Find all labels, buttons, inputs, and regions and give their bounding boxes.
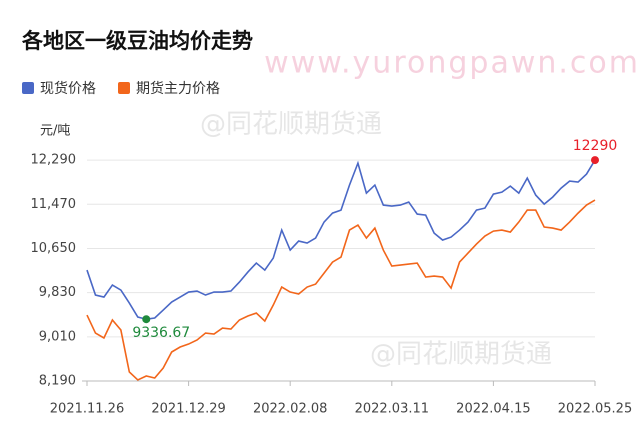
- x-tick-label: 2022.02.08: [253, 402, 327, 417]
- y-tick-label: 12,290: [31, 153, 77, 168]
- chart-title: 各地区一级豆油均价走势: [21, 29, 253, 53]
- min-label: 9336.67: [132, 325, 190, 341]
- y-tick-label: 9,830: [39, 285, 76, 300]
- watermark: @同花顺期货通: [200, 110, 382, 140]
- series-line: [86, 199, 596, 381]
- x-tick-label: 2022.05.25: [558, 402, 632, 417]
- x-tick-label: 2021.12.29: [151, 402, 225, 417]
- legend-label: 期货主力价格: [136, 80, 220, 97]
- y-tick-label: 10,650: [31, 241, 77, 256]
- min-marker: [142, 315, 151, 324]
- x-tick-label: 2021.11.26: [50, 402, 124, 417]
- x-tick-label: 2022.04.15: [456, 402, 530, 417]
- legend-swatch: [22, 82, 34, 94]
- x-tick-label: 2022.03.11: [355, 402, 429, 417]
- max-label: 12290: [573, 138, 618, 154]
- max-marker: [591, 156, 599, 165]
- y-tick-label: 11,470: [31, 197, 77, 212]
- legend-label: 现货价格: [40, 80, 96, 97]
- series-line: [86, 159, 596, 321]
- watermark: www.yurongpawn.com: [264, 46, 640, 81]
- y-tick-label: 9,010: [39, 329, 76, 344]
- y-axis-label: 元/吨: [40, 124, 70, 139]
- legend-swatch: [118, 82, 130, 94]
- y-tick-label: 8,190: [39, 374, 76, 389]
- watermark: @同花顺期货通: [370, 340, 552, 370]
